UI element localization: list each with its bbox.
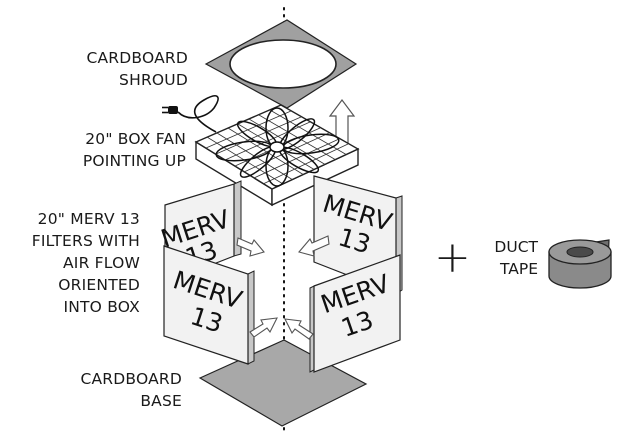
shroud-label: CARDBOARD SHROUD xyxy=(86,49,188,89)
cardboard-shroud xyxy=(204,19,358,109)
airflow-arrow-icon xyxy=(236,235,330,257)
filter-back-right: MERV 13 xyxy=(313,175,403,295)
airflow-arrow-icon xyxy=(249,317,314,340)
filter-front-left: MERV 13 xyxy=(163,245,255,365)
box-fan xyxy=(194,104,360,207)
box-fan-label: 20" BOX FAN POINTING UP xyxy=(82,130,186,170)
filter-front-right: MERV 13 xyxy=(309,254,401,373)
fan-blade-icon xyxy=(215,107,340,187)
filters-label: 20" MERV 13 FILTERS WITH AIR FLOW ORIENT… xyxy=(31,210,140,316)
duct-tape-roll-icon xyxy=(548,239,612,289)
plus-symbol: + xyxy=(434,232,471,283)
base-label: CARDBOARD BASE xyxy=(80,370,182,410)
duct-tape-label: DUCT TAPE xyxy=(494,238,538,278)
power-plug-icon xyxy=(162,95,219,133)
